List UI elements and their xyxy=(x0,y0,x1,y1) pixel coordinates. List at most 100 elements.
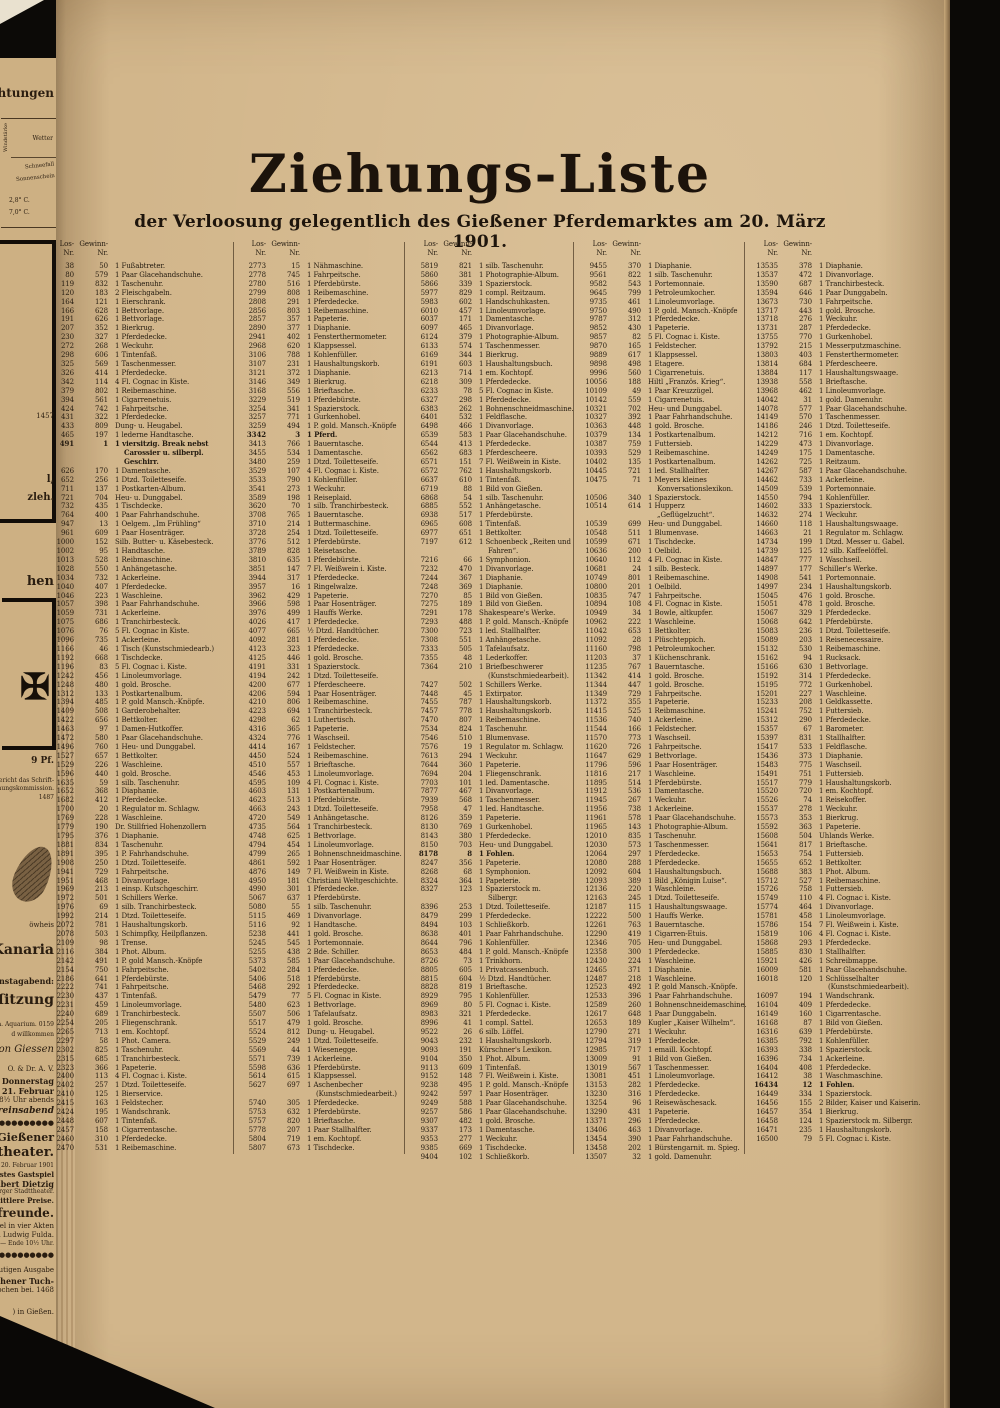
los-number: 14149 xyxy=(756,413,778,422)
prize-text: 1 Reibmaschine. xyxy=(115,555,173,564)
prize-text: 1 Fahrpeitsche. xyxy=(819,297,873,306)
table-row: 1059 731 1 Ackerleine. xyxy=(44,609,232,618)
gewinn-number: 451 xyxy=(627,1072,641,1081)
gewinn-number: 585 xyxy=(286,956,300,965)
table-row: 6133 574 1 Taschenmesser. xyxy=(408,342,571,351)
gewinn-number: 705 xyxy=(627,938,641,947)
prize-text: 1 Linoleumvorlage. xyxy=(115,1001,182,1010)
los-number: 2857 xyxy=(248,315,267,324)
gewinn-number: 828 xyxy=(286,547,300,555)
prize-text: 1 Ringelwalze. xyxy=(307,582,358,591)
los-number: 652 xyxy=(60,475,74,484)
los-number: 12346 xyxy=(585,938,607,947)
table-row: 15166 630 1 Bettvorlage. xyxy=(748,663,936,672)
prize-text: Heu- und Dunggabel. xyxy=(648,520,723,529)
prize-text: 1 em. Kochtopf. xyxy=(819,431,874,440)
table-row: 16168 87 1 Bild von Gießen. xyxy=(748,1019,936,1028)
gewinn-number: 95 xyxy=(99,547,108,555)
table-row: 6571 151 7 Fl. Weißwein in Kiste. xyxy=(408,458,571,467)
gewinn-number: 604 xyxy=(458,974,472,983)
gewinn-number: 417 xyxy=(286,618,300,627)
table-row: 10962 222 1 Waschleine. xyxy=(577,618,742,627)
table-row: 8969 80 5 Fl. Cognac i. Kiste. xyxy=(408,1001,571,1010)
gewinn-number: 773 xyxy=(627,734,641,743)
los-number: 2780 xyxy=(248,279,267,288)
gewinn-number: 603 xyxy=(458,359,472,368)
table-row: 14149 570 1 Taschenmesser. xyxy=(748,413,936,422)
gewinn-number: 806 xyxy=(286,698,300,707)
table-row: 3480 259 1 Dtzd. Toiletteseife. xyxy=(236,458,402,467)
page-title: Ziehungs-Liste xyxy=(248,144,712,205)
prize-text: 1 Bild von Gießen. xyxy=(648,1054,712,1063)
prize-text: 1 Pferdedecke. xyxy=(479,395,531,404)
strip-paper-sliver xyxy=(0,0,44,24)
prize-text: 1 Waschleine. xyxy=(115,760,163,769)
los-number: 15592 xyxy=(756,823,778,832)
prize-text: 1 Taschenuhr. xyxy=(479,725,528,734)
gewinn-number: 767 xyxy=(627,662,641,671)
prize-text: 1 Linoleumvorlage. xyxy=(307,840,374,849)
table-row: 13938 558 1 Brieftasche. xyxy=(748,378,936,387)
prize-text: 1 Feldflasche. xyxy=(819,742,868,751)
los-number: 3541 xyxy=(248,484,267,493)
los-number: Los- xyxy=(59,240,75,248)
prize-text: 1 Reibemaschine. xyxy=(819,644,881,653)
prize-text: Dung- u. Heugabel. xyxy=(115,422,183,431)
gewinn-number: 94 xyxy=(803,653,812,662)
prize-text: 1 Bettvorlage. xyxy=(307,832,356,840)
gewinn-number: 754 xyxy=(798,849,812,858)
los-number: 10445 xyxy=(585,466,607,475)
table-row: 13590 687 1 Tranchirbesteck. xyxy=(748,280,936,289)
gewinn-number: 683 xyxy=(458,449,472,458)
prize-text: 1 Papeterie. xyxy=(307,725,349,734)
gewinn-number: 155 xyxy=(798,1099,812,1108)
page-subtitle: der Verloosung gelegentlich des Gießener… xyxy=(134,212,826,252)
los-number: 5614 xyxy=(248,1072,267,1081)
los-number: 16104 xyxy=(756,1001,778,1010)
prize-text: 4 Fl. Cognac in Kiste. xyxy=(648,600,723,609)
weather-label: Sonnenschein xyxy=(15,172,56,184)
los-number: 8130 xyxy=(420,823,439,832)
prize-text: 1 Paar Glacehandschuhe. xyxy=(819,404,907,413)
table-row: 7457 778 1 Haushaltungskorb. xyxy=(408,707,571,716)
prize-text: 1 Buttermaschine. xyxy=(307,520,371,529)
gewinn-number: 472 xyxy=(798,270,812,279)
table-row: 12533 396 1 Paar Fahrhandschuhe. xyxy=(577,992,742,1001)
prize-text: 1 Bettvorlage. xyxy=(115,315,164,324)
los-number: 15517 xyxy=(756,778,778,787)
gewinn-number: 431 xyxy=(627,1108,641,1117)
prize-text: 1 P. gold. Mansch.-Knöpfe xyxy=(479,947,569,956)
prize-text: 1 Bauerntasche. xyxy=(307,440,364,449)
los-number: 13009 xyxy=(585,1054,607,1063)
gewinn-number: 781 xyxy=(94,921,108,930)
los-number: 15483 xyxy=(756,760,778,769)
los-number: 5238 xyxy=(248,929,267,938)
prize-text: 1 Reibemaschine. xyxy=(115,386,177,395)
prize-column-3: Los- Gewinn- Nr. Nr. 5819 821 1 silb. Taschenu… xyxy=(408,240,574,1162)
los-number: 7613 xyxy=(420,751,439,760)
table-row: 652 256 1 Dtzd. Toiletteseife. xyxy=(44,476,232,485)
prize-text: 1 Papeterie. xyxy=(648,324,690,333)
prize-text: 1 Anhängetasche. xyxy=(479,502,541,511)
gewinn-number: 354 xyxy=(798,1108,812,1117)
table-row: 1096 735 1 Ackerleine. xyxy=(44,636,232,645)
weather-label: Schneefall xyxy=(24,161,55,171)
los-number: 2109 xyxy=(56,938,75,947)
gewinn-number: 729 xyxy=(627,689,641,698)
gewinn-number: 54 xyxy=(463,493,472,502)
table-row: 4876 149 7 Fl. Weißwein in Kiste. xyxy=(236,868,402,877)
table-row: 16434 12 1 Fohlen. xyxy=(748,1080,936,1090)
prize-text: 1 Pferdedecke. xyxy=(648,1081,700,1090)
gewinn-number: 224 xyxy=(627,956,641,965)
los-number: 2778 xyxy=(248,270,267,279)
los-number: 1596 xyxy=(56,769,75,778)
los-number: 14186 xyxy=(756,422,778,431)
table-row: 10749 801 1 Reibemaschine. xyxy=(577,574,742,583)
gewinn-number: 368 xyxy=(94,787,108,796)
table-row: 1700 20 1 Regulator m. Schlagw. xyxy=(44,805,232,814)
prize-text: 1 Tranchirbesteck. xyxy=(307,823,373,832)
gewinn-number: 120 xyxy=(798,974,812,983)
table-row: 11945 267 1 Weckuhr. xyxy=(577,796,742,805)
side-page-fragment: ochen bei. 1468 xyxy=(0,1286,54,1294)
gewinn-number: 453 xyxy=(286,769,300,778)
